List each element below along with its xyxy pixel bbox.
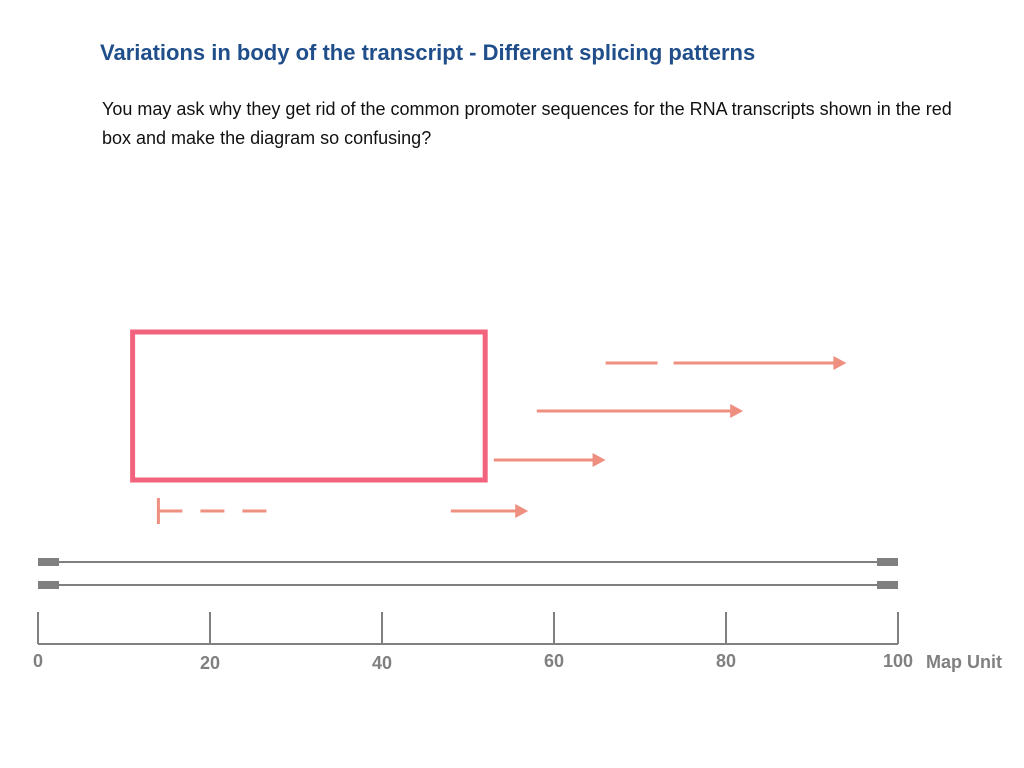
strand-end-cap — [38, 558, 59, 566]
strand-end-cap — [877, 558, 898, 566]
dna-double-strand — [38, 558, 898, 589]
transcript-arrow — [493, 453, 606, 467]
transcript-arrow — [450, 504, 529, 518]
strand-end-cap — [877, 581, 898, 589]
scale-tick-label: 60 — [544, 651, 564, 671]
transcript-arrows — [156, 356, 847, 524]
arrowhead — [730, 404, 744, 418]
strand-end-cap — [38, 581, 59, 589]
transcript-dashed-arrow — [605, 356, 847, 370]
arrowhead — [833, 356, 847, 370]
transcript-arrow — [536, 404, 744, 418]
transcript-dashed-promoter — [156, 498, 271, 524]
scale-tick-label: 40 — [372, 653, 392, 673]
slide-body-text: You may ask why they get rid of the comm… — [102, 99, 952, 148]
scale-tick-label: 100 — [883, 651, 913, 671]
map-unit-label: Map Unit — [926, 652, 1002, 672]
map-scale: 0 20 40 60 80 100 — [33, 612, 913, 673]
scale-tick-label: 20 — [200, 653, 220, 673]
scale-tick-label: 0 — [33, 651, 43, 671]
slide-title: Variations in body of the transcript - D… — [100, 40, 756, 65]
arrowhead — [515, 504, 529, 518]
highlight-box — [130, 329, 488, 483]
arrowhead — [592, 453, 606, 467]
scale-tick-label: 80 — [716, 651, 736, 671]
